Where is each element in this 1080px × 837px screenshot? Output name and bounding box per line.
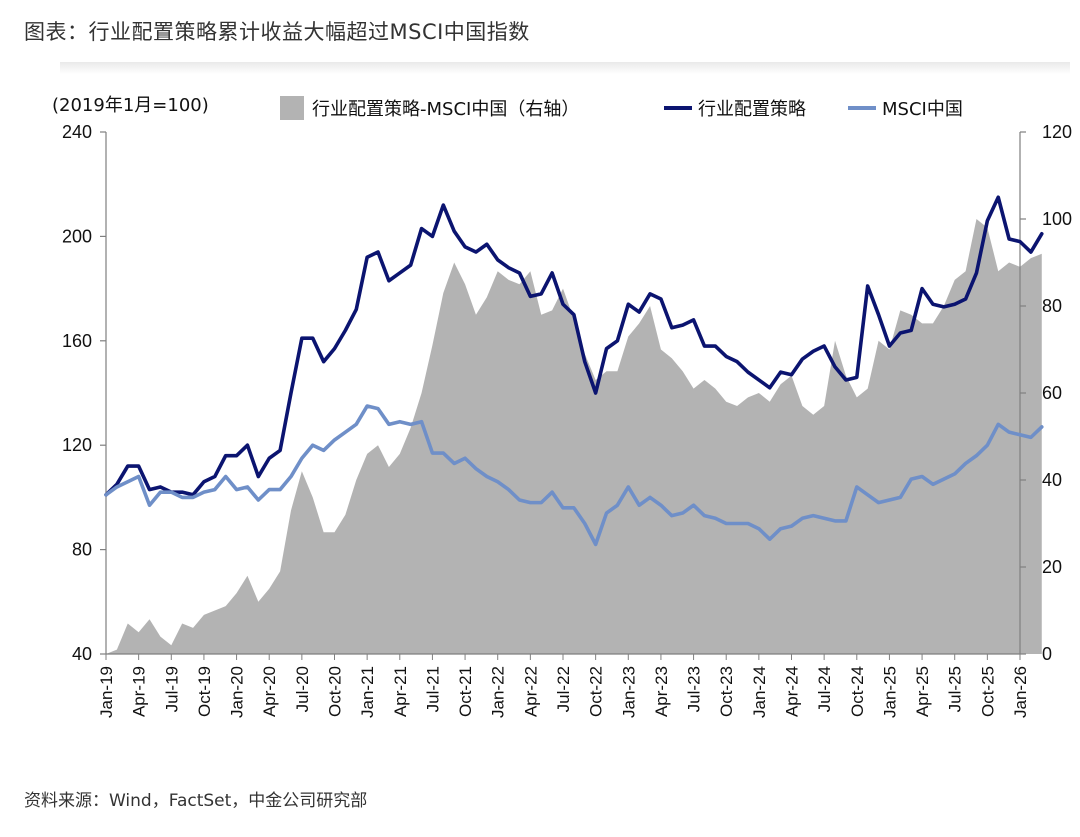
left-tick-label: 240 — [62, 122, 92, 142]
x-tick-label: Oct-22 — [587, 666, 606, 717]
right-tick-label: 0 — [1042, 644, 1052, 664]
figure-title: 图表：行业配置策略累计收益大幅超过MSCI中国指数 — [24, 20, 530, 44]
legend: 行业配置策略-MSCI中国（右轴） 行业配置策略 MSCI中国 — [280, 96, 963, 120]
right-tick-label: 80 — [1042, 296, 1062, 316]
x-tick-label: Jan-24 — [750, 666, 769, 718]
source-note: 资料来源：Wind，FactSet，中金公司研究部 — [24, 791, 368, 811]
x-tick-label: Jul-20 — [293, 666, 312, 712]
title-divider — [60, 62, 1070, 74]
left-tick-label: 160 — [62, 331, 92, 351]
x-tick-label: Jul-24 — [815, 666, 834, 712]
x-tick-label: Oct-25 — [978, 666, 997, 717]
legend-label-msci: MSCI中国 — [882, 99, 963, 120]
x-tick-label: Apr-23 — [652, 666, 671, 717]
right-tick-label: 40 — [1042, 470, 1062, 490]
unit-note: (2019年1月=100) — [52, 95, 209, 116]
x-tick-label: Oct-19 — [195, 666, 214, 717]
x-tick-label: Jul-25 — [946, 666, 965, 712]
strategy-line — [104, 195, 1044, 497]
x-tick-label: Apr-22 — [521, 666, 540, 717]
x-tick-label: Jan-21 — [358, 666, 377, 718]
x-tick-label: Apr-19 — [130, 666, 149, 717]
x-tick-label: Jan-19 — [97, 666, 116, 718]
x-tick-label: Apr-24 — [783, 666, 802, 717]
spread-area — [106, 219, 1042, 654]
x-tick-label: Jan-22 — [489, 666, 508, 718]
x-tick-label: Apr-20 — [260, 666, 279, 717]
right-tick-label: 120 — [1042, 122, 1072, 142]
msci-line — [104, 404, 1044, 547]
left-tick-label: 120 — [62, 435, 92, 455]
x-tick-label: Jan-25 — [880, 666, 899, 718]
chart-canvas: 40 80 120 160 200 240 0 20 40 60 80 100 120 Jan-19 Apr… — [52, 95, 1072, 718]
x-tick-label: Jul-23 — [685, 666, 704, 712]
right-tick-label: 20 — [1042, 557, 1062, 577]
axes: 40 80 120 160 200 240 0 20 40 60 80 100 120 Jan-19 Apr… — [62, 122, 1072, 718]
right-tick-label: 60 — [1042, 383, 1062, 403]
lines-layer — [104, 195, 1044, 547]
x-tick-label: Jul-21 — [423, 666, 442, 712]
x-tick-label: Oct-21 — [456, 666, 475, 717]
left-tick-label: 200 — [62, 226, 92, 246]
x-tick-label: Jan-20 — [228, 666, 247, 718]
left-tick-label: 80 — [72, 540, 92, 560]
x-tick-label: Oct-23 — [717, 666, 736, 717]
x-tick-label: Jan-23 — [619, 666, 638, 718]
spread-area-layer — [106, 219, 1042, 654]
x-tick-label: Oct-20 — [326, 666, 345, 717]
left-tick-label: 40 — [72, 644, 92, 664]
legend-label-spread: 行业配置策略-MSCI中国（右轴） — [312, 99, 579, 120]
legend-label-strategy: 行业配置策略 — [698, 99, 806, 120]
x-tick-label: Jan-26 — [1011, 666, 1030, 718]
right-tick-label: 100 — [1042, 209, 1072, 229]
x-tick-label: Oct-24 — [848, 666, 867, 717]
legend-swatch-spread — [280, 96, 304, 120]
x-tick-label: Apr-25 — [913, 666, 932, 717]
x-tick-label: Jul-19 — [162, 666, 181, 712]
x-tick-label: Jul-22 — [554, 666, 573, 712]
x-tick-label: Apr-21 — [391, 666, 410, 717]
